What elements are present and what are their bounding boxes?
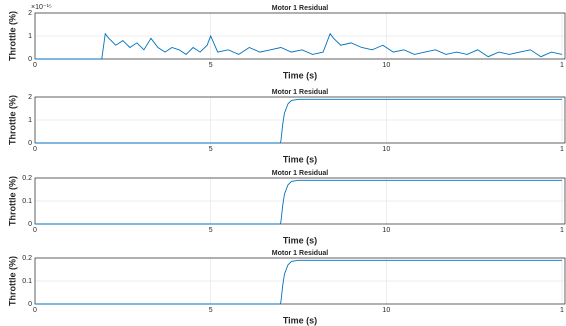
x-tick-label: 1 <box>560 307 564 314</box>
y-axis-label: Throttle (%) <box>7 95 17 145</box>
x-tick-label: 10 <box>382 227 390 234</box>
y-multiplier: ×10⁻¹⁵ <box>31 4 52 11</box>
y-tick-label: 1 <box>28 33 32 40</box>
x-axis-label: Time (s) <box>283 235 317 245</box>
x-tick-label: 5 <box>209 227 213 234</box>
y-axis-label: Throttle (%) <box>7 256 17 306</box>
x-tick-label: 5 <box>209 146 213 153</box>
y-tick-label: 0.1 <box>22 278 32 285</box>
chart-title: Motor 1 Residual <box>272 250 328 257</box>
x-tick-label: 0 <box>33 227 37 234</box>
y-tick-label: 2 <box>28 94 32 101</box>
x-axis-label: Time (s) <box>283 70 317 80</box>
chart-title: Motor 1 Residual <box>272 89 328 96</box>
x-tick-label: 0 <box>33 62 37 69</box>
axes-box <box>34 177 566 225</box>
x-tick-label: 1 <box>560 62 564 69</box>
x-tick-label: 5 <box>209 307 213 314</box>
y-tick-label: 0 <box>28 56 32 63</box>
axes-box <box>34 12 566 60</box>
y-tick-label: 1 <box>28 117 32 124</box>
x-tick-label: 10 <box>382 62 390 69</box>
y-tick-label: 0 <box>28 221 32 228</box>
data-line <box>35 179 562 225</box>
y-axis-label: Throttle (%) <box>7 176 17 226</box>
x-tick-label: 10 <box>382 307 390 314</box>
y-tick-label: 0 <box>28 301 32 308</box>
x-tick-label: 1 <box>560 227 564 234</box>
data-line <box>35 98 562 144</box>
x-tick-label: 5 <box>209 62 213 69</box>
x-tick-label: 0 <box>33 146 37 153</box>
x-tick-label: 1 <box>560 146 564 153</box>
data-line <box>35 32 563 60</box>
chart-title: Motor 1 Residual <box>272 5 328 12</box>
x-tick-label: 10 <box>382 146 390 153</box>
axes-box <box>34 257 566 305</box>
y-tick-label: 0.2 <box>22 175 32 182</box>
chart-title: Motor 1 Residual <box>272 170 328 177</box>
data-line <box>35 259 562 305</box>
y-tick-label: 2 <box>28 10 32 17</box>
axes-box <box>34 96 566 144</box>
x-tick-label: 0 <box>33 307 37 314</box>
x-axis-label: Time (s) <box>283 154 317 164</box>
x-axis-label: Time (s) <box>283 315 317 325</box>
y-tick-label: 0 <box>28 140 32 147</box>
y-axis-label: Throttle (%) <box>7 11 17 61</box>
y-tick-label: 0.2 <box>22 255 32 262</box>
y-tick-label: 0.1 <box>22 198 32 205</box>
